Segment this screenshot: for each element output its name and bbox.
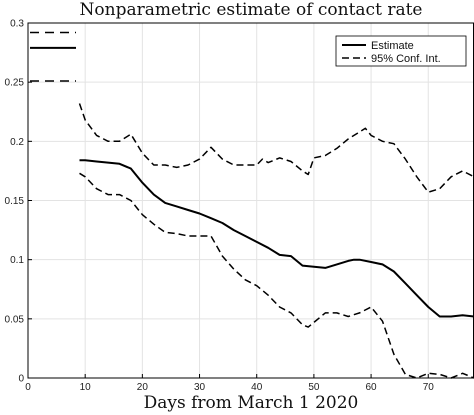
legend-label-confidence-interval: 95% Conf. Int.: [371, 53, 441, 65]
y-tick-label: 0.1: [10, 255, 24, 266]
x-tick-label: 10: [80, 382, 92, 393]
series-line-upper-confidence: [78, 103, 474, 193]
axis-ticks: 0 10 20 30 40 50 60 70 0 0.05 0.1 0.15 0.2 0.25 0.3: [5, 19, 435, 394]
y-tick-label: 0.25: [5, 78, 25, 89]
x-tick-label: 0: [25, 382, 31, 393]
x-tick-label: 50: [308, 382, 320, 393]
legend-label-estimate: Estimate: [371, 40, 414, 52]
y-tick-label: 0.05: [5, 314, 25, 325]
chart-title: Nonparametric estimate of contact rate: [80, 0, 423, 20]
legend-box: [335, 35, 467, 67]
x-tick-label: 40: [251, 382, 263, 393]
x-tick-label: 60: [366, 382, 378, 393]
series-line-lower-confidence: [79, 172, 474, 379]
grid: [28, 22, 474, 378]
series-line-estimate: [79, 159, 474, 318]
legend: Estimate 95% Conf. Int.: [335, 35, 467, 67]
left-margin-marks: [30, 31, 76, 82]
y-tick-label: 0.15: [5, 196, 25, 207]
x-axis-label: Days from March 1 2020: [144, 393, 359, 413]
y-tick-label: 0.3: [10, 19, 24, 30]
x-tick-label: 20: [137, 382, 149, 393]
y-tick-label: 0: [18, 374, 24, 385]
x-tick-label: 70: [423, 382, 435, 393]
series-group: [78, 103, 474, 379]
x-tick-label: 30: [194, 382, 206, 393]
y-tick-label: 0.2: [10, 137, 24, 148]
